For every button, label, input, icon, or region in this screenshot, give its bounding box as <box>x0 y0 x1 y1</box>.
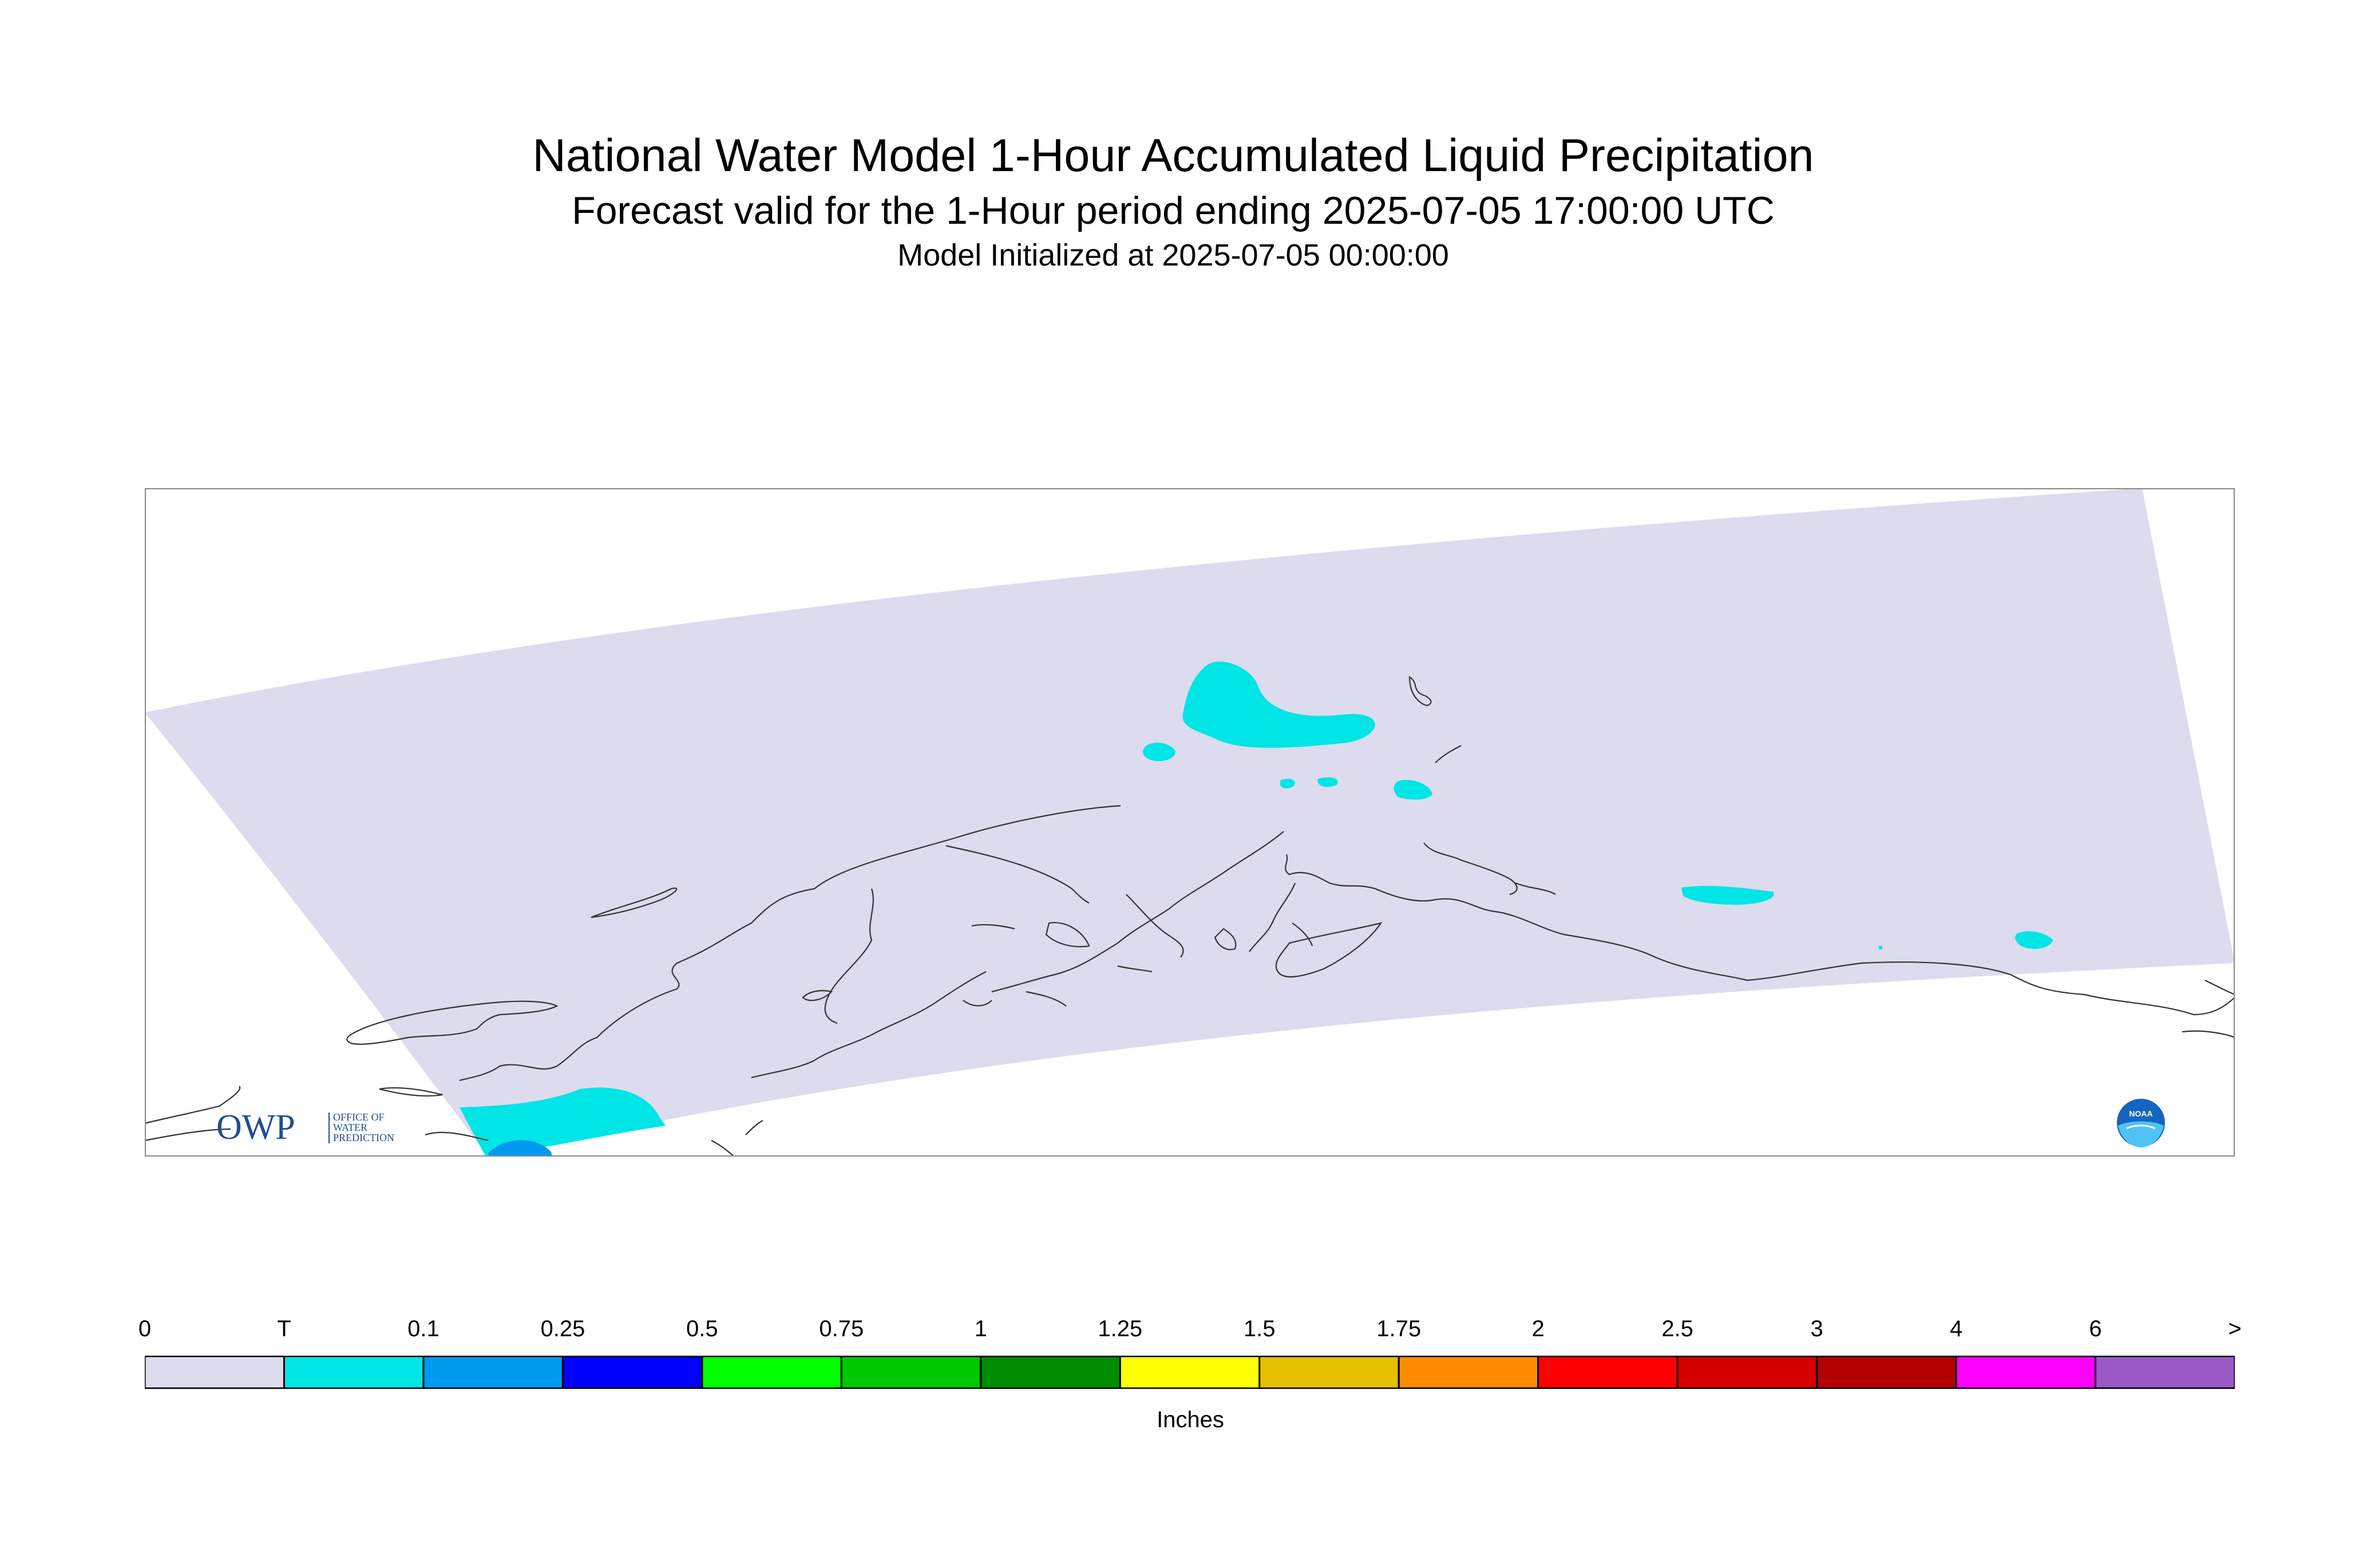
owp-logo-line3: PREDICTION <box>333 1132 394 1143</box>
model-domain-area <box>145 488 2235 1157</box>
coastlines <box>145 675 2235 1157</box>
colorbar-segment <box>1119 1356 1261 1389</box>
colorbar-segment <box>1398 1356 1539 1389</box>
colorbar-segment <box>701 1356 842 1389</box>
precip-trace-area <box>1182 661 1375 748</box>
colorbar-tick-label: 1.25 <box>1098 1316 1143 1341</box>
colorbar-tick-label: > <box>2228 1316 2242 1341</box>
colorbar-tick-label: 1.5 <box>1243 1316 1276 1341</box>
colorbar-segment <box>1955 1356 2097 1389</box>
colorbar-segment <box>422 1356 564 1389</box>
colorbar-tick-label: 2.5 <box>1661 1316 1693 1341</box>
owp-logo-mark: OWP <box>216 1108 295 1147</box>
colorbar-segment <box>980 1356 1121 1389</box>
noaa-logo-text: NOAA <box>2129 1109 2152 1118</box>
precipitation-map <box>145 488 2235 1157</box>
precip-trace-area <box>2015 931 2053 949</box>
colorbar-tick-label: T <box>277 1316 291 1341</box>
colorbar-segment <box>1676 1356 1818 1389</box>
colorbar-segment <box>1258 1356 1400 1389</box>
precip-trace-area <box>1280 779 1295 789</box>
colorbar-segment <box>561 1356 703 1389</box>
colorbar-segment <box>2095 1356 2235 1389</box>
precip-trace-area <box>460 1087 666 1157</box>
colorbar-tick-label: 1 <box>974 1316 987 1341</box>
owp-logo-line1: OFFICE OF <box>333 1111 385 1123</box>
colorbar-units-label: Inches <box>1157 1407 1224 1432</box>
precip-trace-area <box>1879 946 1882 949</box>
map-frame <box>145 488 2235 1157</box>
colorbar-segment <box>145 1356 285 1389</box>
colorbar-segment <box>1816 1356 1957 1389</box>
owp-logo-line2: WATER <box>333 1122 367 1133</box>
model-initialized-line: Model Initialized at 2025-07-05 00:00:00 <box>897 238 1449 272</box>
colorbar-tick-label: 0 <box>138 1316 152 1341</box>
colorbar-tick-label: 1.75 <box>1376 1316 1422 1341</box>
colorbar-tick-label: 0.75 <box>819 1316 864 1341</box>
colorbar-segment <box>1537 1356 1679 1389</box>
precip-trace-area <box>1317 777 1338 787</box>
map-canvas <box>145 488 2235 1157</box>
forecast-valid-subtitle: Forecast valid for the 1-Hour period end… <box>572 189 1775 232</box>
precip-trace-area <box>1142 742 1175 762</box>
colorbar-segment <box>283 1356 425 1389</box>
colorbar-tick-label: 0.5 <box>686 1316 718 1341</box>
map-title: National Water Model 1-Hour Accumulated … <box>532 130 1814 181</box>
colorbar-tick-label: 4 <box>1949 1316 1963 1341</box>
colorbar-segment <box>840 1356 982 1389</box>
colorbar-tick-label: 6 <box>2089 1316 2102 1341</box>
noaa-logo: NOAA <box>2115 1097 2167 1149</box>
colorbar-tick-label: 0.25 <box>540 1316 585 1341</box>
colorbar-tick-label: 3 <box>1810 1316 1823 1341</box>
precipitation-colorbar <box>145 1356 2235 1389</box>
colorbar-tick-label: 2 <box>1531 1316 1545 1341</box>
precip-trace-area <box>1394 779 1432 800</box>
owp-logo: OWP OFFICE OF WATER PREDICTION <box>216 1106 445 1151</box>
colorbar-tick-label: 0.1 <box>407 1316 440 1341</box>
precip-0.1-area <box>488 1140 552 1157</box>
precip-trace-area <box>1681 886 1774 905</box>
